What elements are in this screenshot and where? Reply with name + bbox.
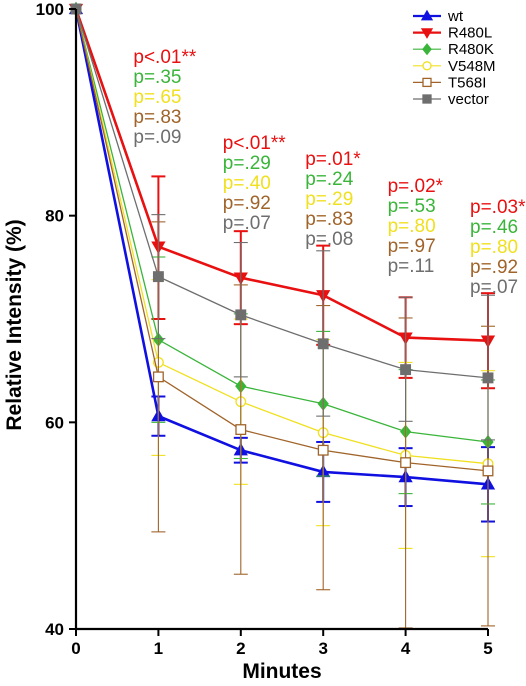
series-layer <box>68 1 496 629</box>
legend-marker <box>422 77 432 88</box>
series-line-v548m <box>75 8 489 465</box>
legend-label: vector <box>448 91 489 108</box>
legend-label: wt <box>447 8 464 25</box>
x-tick-label: 3 <box>318 639 327 658</box>
x-tick-label: 1 <box>154 639 163 658</box>
x-tick-label: 0 <box>71 639 80 658</box>
p-value-label: p=.29 <box>305 189 353 210</box>
y-tick-label: 100 <box>36 0 64 19</box>
x-tick-label: 5 <box>483 639 492 658</box>
legend-item-wt: wt <box>413 8 464 25</box>
p-value-label: p<.01** <box>133 47 196 68</box>
p-value-label: p=.83 <box>133 107 181 128</box>
legend-marker <box>422 61 432 71</box>
series-line-r480k <box>75 8 489 443</box>
series-line-t568i <box>75 8 489 472</box>
p-value-label: p=.97 <box>388 236 436 257</box>
p-value-label: p=.08 <box>305 229 353 250</box>
data-point <box>482 465 494 477</box>
legend-marker <box>420 9 434 21</box>
p-value-label: p=.01* <box>305 149 361 170</box>
legend-marker <box>422 43 432 56</box>
error-bar <box>398 296 413 422</box>
y-axis-title: Relative Intensity (%) <box>3 219 26 430</box>
annotation-x1: p<.01**p=.35p=.65p=.83p=.09 <box>133 47 196 148</box>
data-point <box>152 371 164 383</box>
y-tick-label: 40 <box>45 620 64 639</box>
p-value-label: p=.80 <box>388 216 436 237</box>
series-line-vector <box>75 8 489 379</box>
legend-label: T568I <box>448 74 486 91</box>
series-line-r480l <box>74 8 489 342</box>
legend-label: V548M <box>448 58 496 75</box>
legend-item-t568i: T568I <box>413 74 486 91</box>
x-axis-title: Minutes <box>242 660 321 683</box>
p-value-label: p=.92 <box>223 193 271 214</box>
y-tick-label: 80 <box>45 207 64 226</box>
data-point <box>400 457 412 469</box>
p-value-label: p=.80 <box>470 237 518 258</box>
p-value-label: p=.09 <box>133 127 181 148</box>
p-value-label: p=.07 <box>470 277 518 298</box>
annotation-x3: p=.01*p=.24p=.29p=.83p=.08 <box>305 149 361 250</box>
data-point <box>400 364 412 376</box>
p-value-label: p=.83 <box>305 209 353 230</box>
legend-item-r480l: R480L <box>413 25 492 42</box>
data-point <box>317 338 329 350</box>
data-point <box>235 309 247 321</box>
error-bar <box>481 294 495 441</box>
p-value-annotations: p<.01**p=.35p=.65p=.83p=.09 p<.01**p=.29p… <box>133 47 526 298</box>
annotation-x5: p=.03*p=.46p=.80p=.92p=.07 <box>470 197 526 298</box>
legend-label: R480K <box>448 41 494 58</box>
p-value-label: p=.92 <box>470 257 518 278</box>
p-value-label: p=.02* <box>388 176 444 197</box>
annotation-x4: p=.02*p=.53p=.80p=.97p=.11 <box>388 176 444 277</box>
error-bar <box>316 250 331 417</box>
data-point <box>235 424 247 436</box>
p-value-label: p=.35 <box>133 67 181 88</box>
p-value-label: p=.24 <box>305 169 354 190</box>
data-point <box>482 372 494 384</box>
legend-marker <box>420 28 434 39</box>
data-point <box>317 444 329 456</box>
p-value-label: p=.40 <box>223 173 271 194</box>
legend-label: R480L <box>448 25 492 42</box>
p-value-label: p=.11 <box>388 256 435 277</box>
legend-item-r480k: R480K <box>413 41 494 58</box>
p-value-label: p=.65 <box>133 87 181 108</box>
annotation-x2: p<.01**p=.29p=.40p=.92p=.07 <box>223 133 286 234</box>
y-tick-label: 60 <box>45 413 64 432</box>
p-value-label: p<.01** <box>223 133 286 154</box>
p-value-label: p=.07 <box>223 213 271 234</box>
legend-item-vector: vector <box>413 91 489 108</box>
axes-layer: 0 1 2 3 4 5 40 60 80 100 <box>36 0 493 658</box>
x-tick-label: 2 <box>236 639 245 658</box>
legend-item-v548m: V548M <box>413 58 496 75</box>
x-tick-label: 4 <box>401 639 411 658</box>
p-value-label: p=.46 <box>470 217 518 238</box>
legend-marker <box>422 94 432 104</box>
series-line-wt <box>74 8 489 486</box>
p-value-label: p=.03* <box>470 197 526 218</box>
data-point <box>152 271 164 283</box>
p-value-label: p=.53 <box>388 196 436 217</box>
p-value-label: p=.29 <box>223 153 271 174</box>
